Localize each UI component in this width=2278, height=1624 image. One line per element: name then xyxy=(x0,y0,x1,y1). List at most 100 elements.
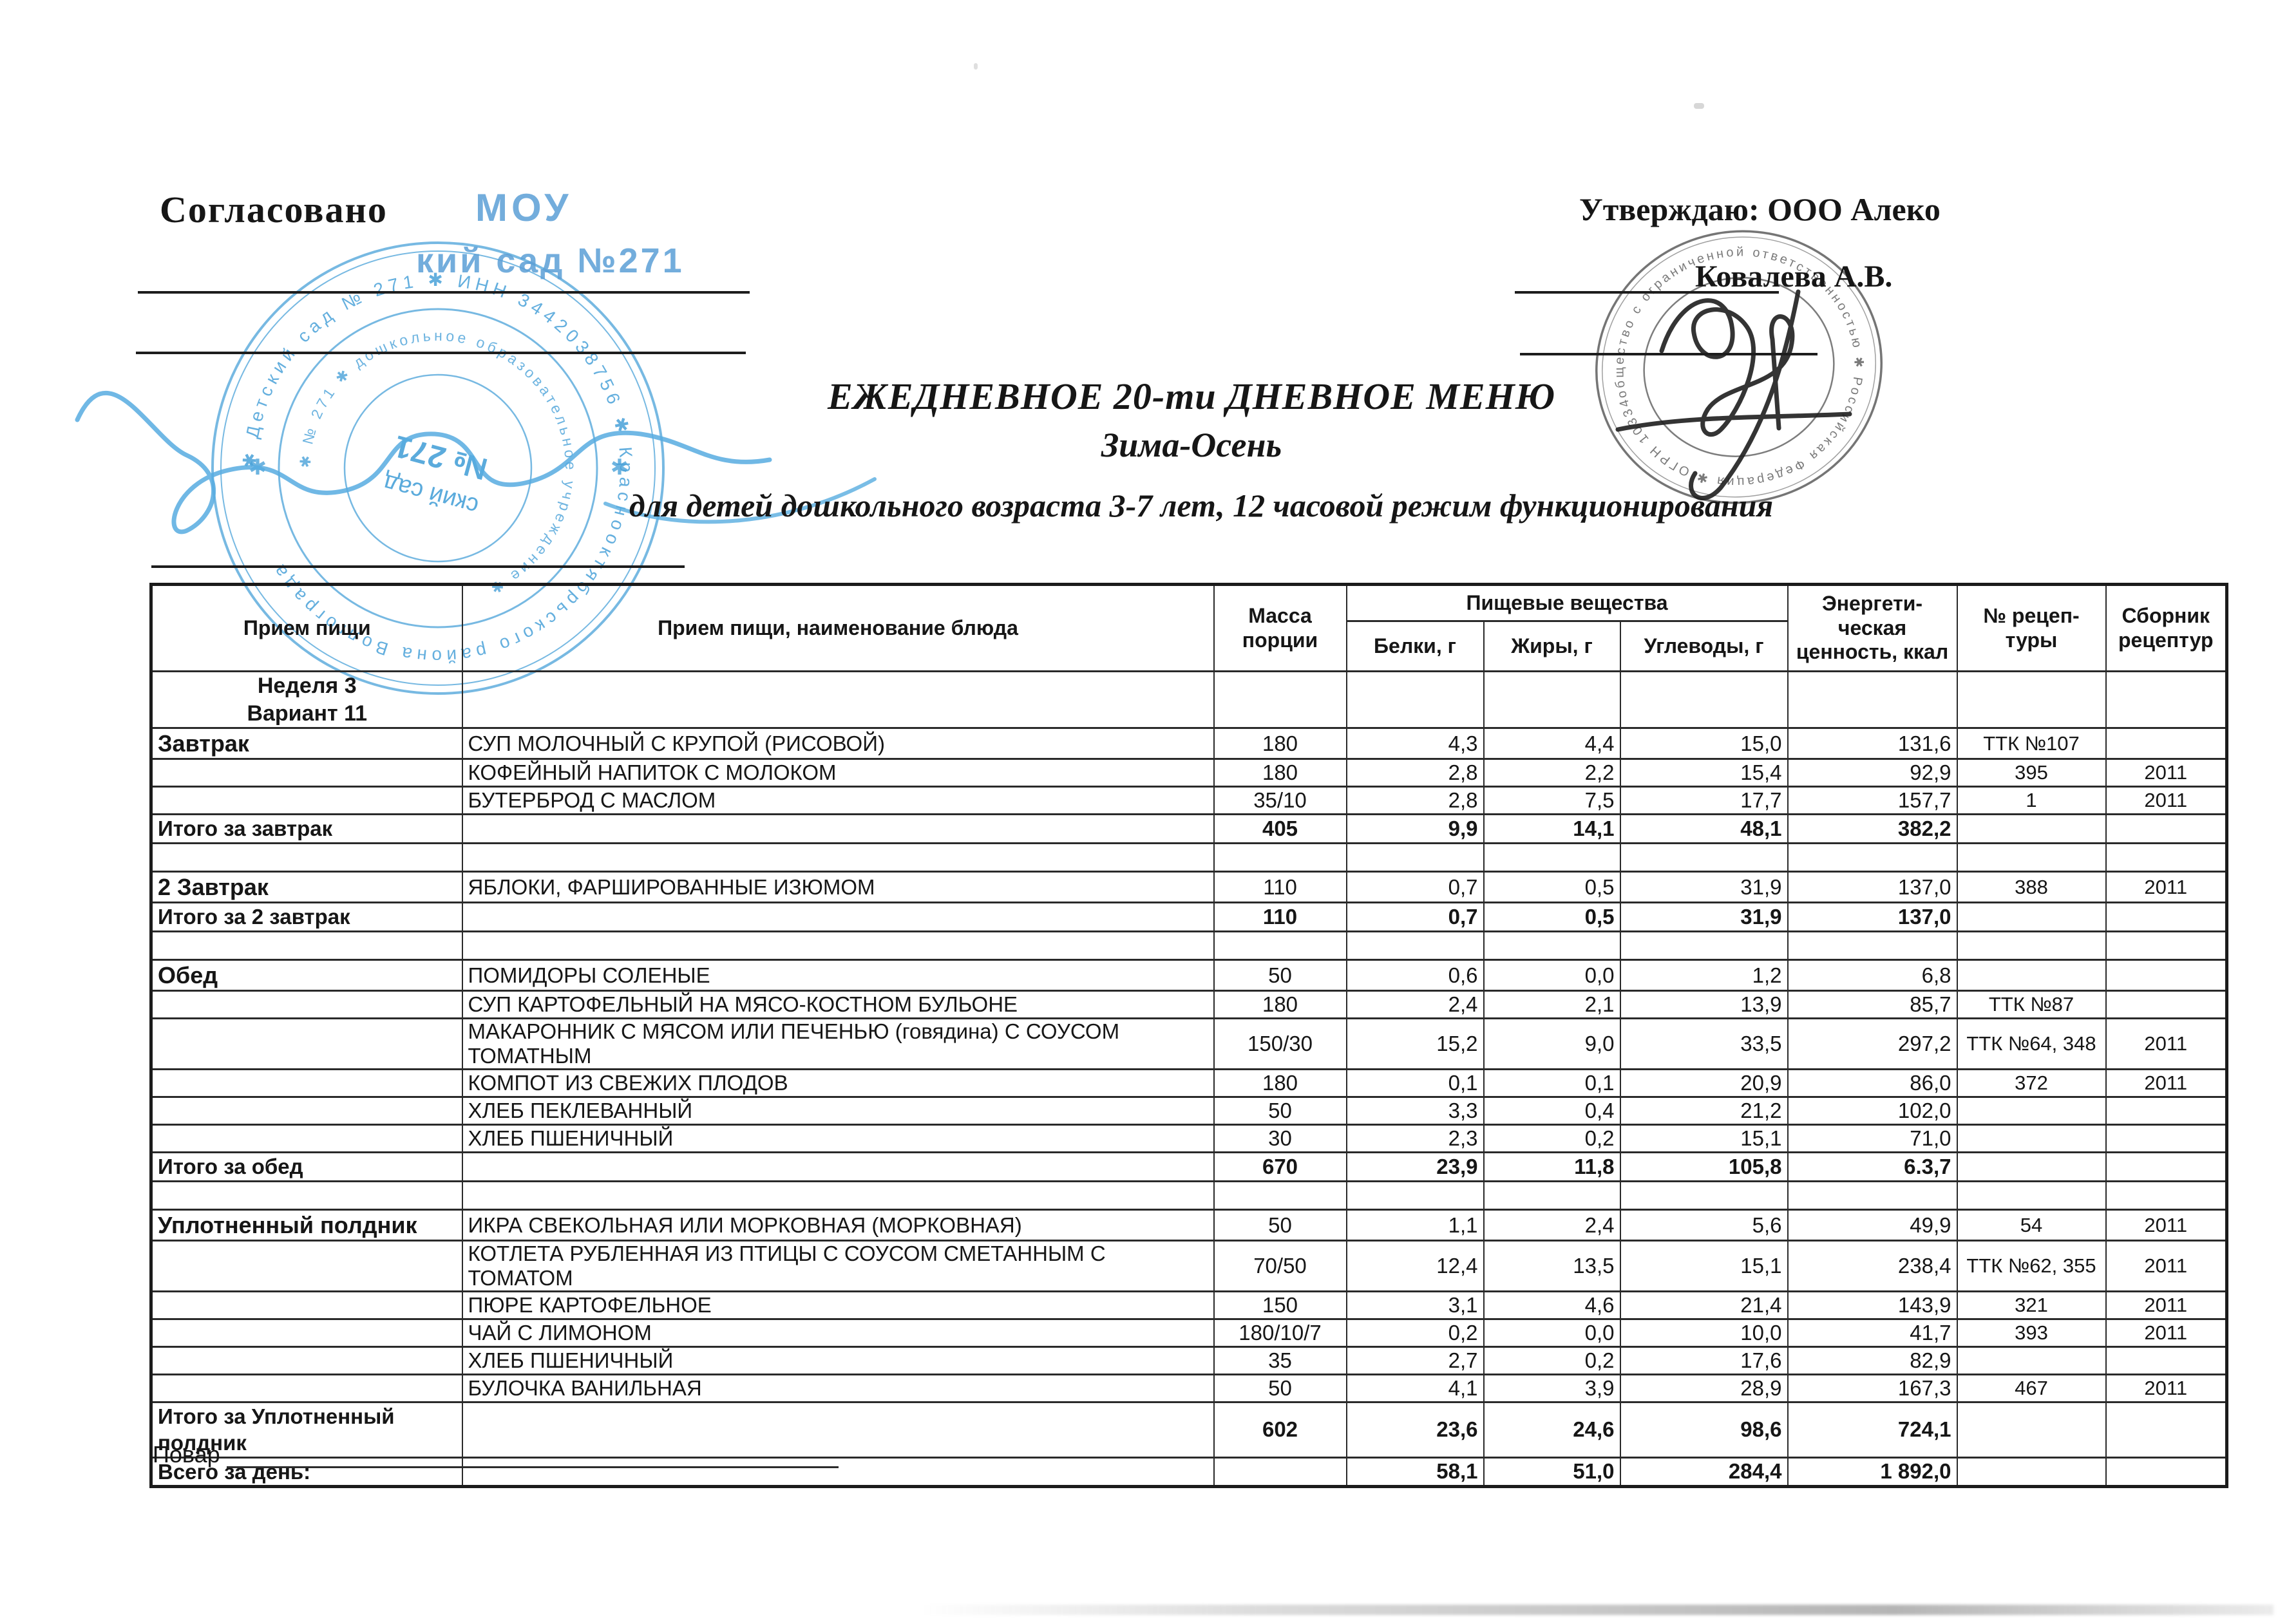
cell-protein xyxy=(1345,670,1485,729)
menu-table-body: Неделя 3 Вариант 11 Завтрак СУП МОЛОЧНЫЙ С… xyxy=(150,670,2228,1487)
cell-mass: 405 xyxy=(1213,813,1347,844)
cell-recipe xyxy=(1956,670,2107,729)
header-protein: Белки, г xyxy=(1345,620,1485,672)
menu-table-header: Прием пищи Прием пищи, наименование блюд… xyxy=(150,583,2228,672)
cell-label: Обед xyxy=(150,959,463,992)
cell-recipe: 1 xyxy=(1956,786,2107,815)
cell-mass: 670 xyxy=(1213,1151,1347,1182)
cell-protein: 4,3 xyxy=(1345,727,1485,760)
cell-fat: 14,1 xyxy=(1483,813,1621,844)
cell-recipe: 395 xyxy=(1956,758,2107,788)
cell-label: Завтрак xyxy=(150,727,463,760)
cell-protein xyxy=(1345,1180,1485,1211)
cell-mass: 180/10/7 xyxy=(1213,1318,1347,1348)
cell-protein: 3,1 xyxy=(1345,1290,1485,1320)
cell-dish: КОТЛЕТА РУБЛЕННАЯ ИЗ ПТИЦЫ С СОУСОМ СМЕТ… xyxy=(461,1240,1215,1292)
cell-fat: 13,5 xyxy=(1483,1240,1621,1292)
cell-label: Уплотненный полдник xyxy=(150,1209,463,1242)
cell-source: 2011 xyxy=(2105,1290,2228,1320)
cell-source xyxy=(2105,842,2228,873)
header-nutrients: Пищевые вещества xyxy=(1345,583,1789,622)
cell-kcal: 238,4 xyxy=(1787,1240,1958,1292)
table-row-dish: МАКАРОННИК С МЯСОМ ИЛИ ПЕЧЕНЬЮ (говядина… xyxy=(150,1017,2228,1070)
cell-dish: СУП МОЛОЧНЫЙ С КРУПОЙ (РИСОВОЙ) xyxy=(461,727,1215,760)
cell-kcal: 382,2 xyxy=(1787,813,1958,844)
cell-kcal: 143,9 xyxy=(1787,1290,1958,1320)
cell-fat: 0,5 xyxy=(1483,902,1621,932)
header-energy: Энергети-ческая ценность, ккал xyxy=(1787,583,1958,672)
cell-dish xyxy=(461,1151,1215,1182)
cell-source xyxy=(2105,1346,2228,1375)
cell-carbs: 1,2 xyxy=(1619,959,1789,992)
cell-mass: 150 xyxy=(1213,1290,1347,1320)
cell-dish: ХЛЕБ ПШЕНИЧНЫЙ xyxy=(461,1124,1215,1153)
cell-fat xyxy=(1483,1180,1621,1211)
cell-dish xyxy=(461,842,1215,873)
cell-mass: 30 xyxy=(1213,1124,1347,1153)
cell-kcal: 167,3 xyxy=(1787,1374,1958,1403)
cell-source xyxy=(2105,959,2228,992)
cell-fat: 9,0 xyxy=(1483,1017,1621,1070)
document-title: ЕЖЕДНЕВНОЕ 20-ти ДНЕВНОЕ МЕНЮ xyxy=(827,375,1555,417)
cell-carbs: 15,1 xyxy=(1619,1240,1789,1292)
header-mass: Масса порции xyxy=(1213,583,1347,672)
cell-mass: 180 xyxy=(1213,758,1347,788)
cell-dish: БУЛОЧКА ВАНИЛЬНАЯ xyxy=(461,1374,1215,1403)
cell-mass: 602 xyxy=(1213,1401,1347,1459)
cell-carbs: 13,9 xyxy=(1619,990,1789,1019)
cell-protein: 58,1 xyxy=(1345,1456,1485,1487)
cell-fat: 0,0 xyxy=(1483,959,1621,992)
cell-carbs: 28,9 xyxy=(1619,1374,1789,1403)
cell-carbs: 17,6 xyxy=(1619,1346,1789,1375)
stamp-typed-org-line2: кий сад №271 xyxy=(416,241,685,280)
table-row-dish: СУП КАРТОФЕЛЬНЫЙ НА МЯСО-КОСТНОМ БУЛЬОНЕ… xyxy=(150,990,2228,1019)
cell-kcal: 6,8 xyxy=(1787,959,1958,992)
cell-carbs: 284,4 xyxy=(1619,1456,1789,1487)
cell-kcal: 157,7 xyxy=(1787,786,1958,815)
stamp-typed-org: МОУ xyxy=(475,186,573,229)
cell-fat: 51,0 xyxy=(1483,1456,1621,1487)
cell-mass: 180 xyxy=(1213,1068,1347,1098)
table-row-dish: 2 Завтрак ЯБЛОКИ, ФАРШИРОВАННЫЕ ИЗЮМОМ 110… xyxy=(150,871,2228,903)
cell-recipe: 393 xyxy=(1956,1318,2107,1348)
cell-dish xyxy=(461,670,1215,729)
scan-speck xyxy=(1694,103,1704,109)
cell-source xyxy=(2105,727,2228,760)
cell-dish: МАКАРОННИК С МЯСОМ ИЛИ ПЕЧЕНЬЮ (говядина… xyxy=(461,1017,1215,1070)
cell-mass xyxy=(1213,1180,1347,1211)
cell-dish xyxy=(461,902,1215,932)
cell-fat: 7,5 xyxy=(1483,786,1621,815)
cell-protein: 0,6 xyxy=(1345,959,1485,992)
cell-protein: 3,3 xyxy=(1345,1096,1485,1126)
cell-source: 2011 xyxy=(2105,1374,2228,1403)
table-row-week: Неделя 3 Вариант 11 xyxy=(150,670,2228,729)
cell-source xyxy=(2105,902,2228,932)
cell-fat: 0,5 xyxy=(1483,871,1621,903)
cell-dish xyxy=(461,1401,1215,1459)
svg-text:✱: ✱ xyxy=(611,455,629,480)
cell-label xyxy=(150,1374,463,1403)
cell-carbs: 98,6 xyxy=(1619,1401,1789,1459)
cell-kcal: 71,0 xyxy=(1787,1124,1958,1153)
cell-recipe xyxy=(1956,1346,2107,1375)
cell-source: 2011 xyxy=(2105,1209,2228,1242)
cell-recipe xyxy=(1956,1096,2107,1126)
cell-recipe xyxy=(1956,1401,2107,1459)
cell-source xyxy=(2105,990,2228,1019)
cell-label: Итого за 2 завтрак xyxy=(150,902,463,932)
cell-mass: 180 xyxy=(1213,990,1347,1019)
cell-protein: 23,9 xyxy=(1345,1151,1485,1182)
cell-source xyxy=(2105,1180,2228,1211)
cell-label: Всего за день: xyxy=(150,1456,463,1487)
cell-fat: 2,2 xyxy=(1483,758,1621,788)
cell-kcal: 49,9 xyxy=(1787,1209,1958,1242)
cell-fat: 11,8 xyxy=(1483,1151,1621,1182)
cell-protein xyxy=(1345,930,1485,961)
cell-mass: 35/10 xyxy=(1213,786,1347,815)
cell-recipe: ТТК №87 xyxy=(1956,990,2107,1019)
cell-carbs: 15,0 xyxy=(1619,727,1789,760)
cell-protein: 0,7 xyxy=(1345,871,1485,903)
cell-carbs: 33,5 xyxy=(1619,1017,1789,1070)
cell-fat: 3,9 xyxy=(1483,1374,1621,1403)
agreed-label: Согласовано xyxy=(160,189,388,231)
